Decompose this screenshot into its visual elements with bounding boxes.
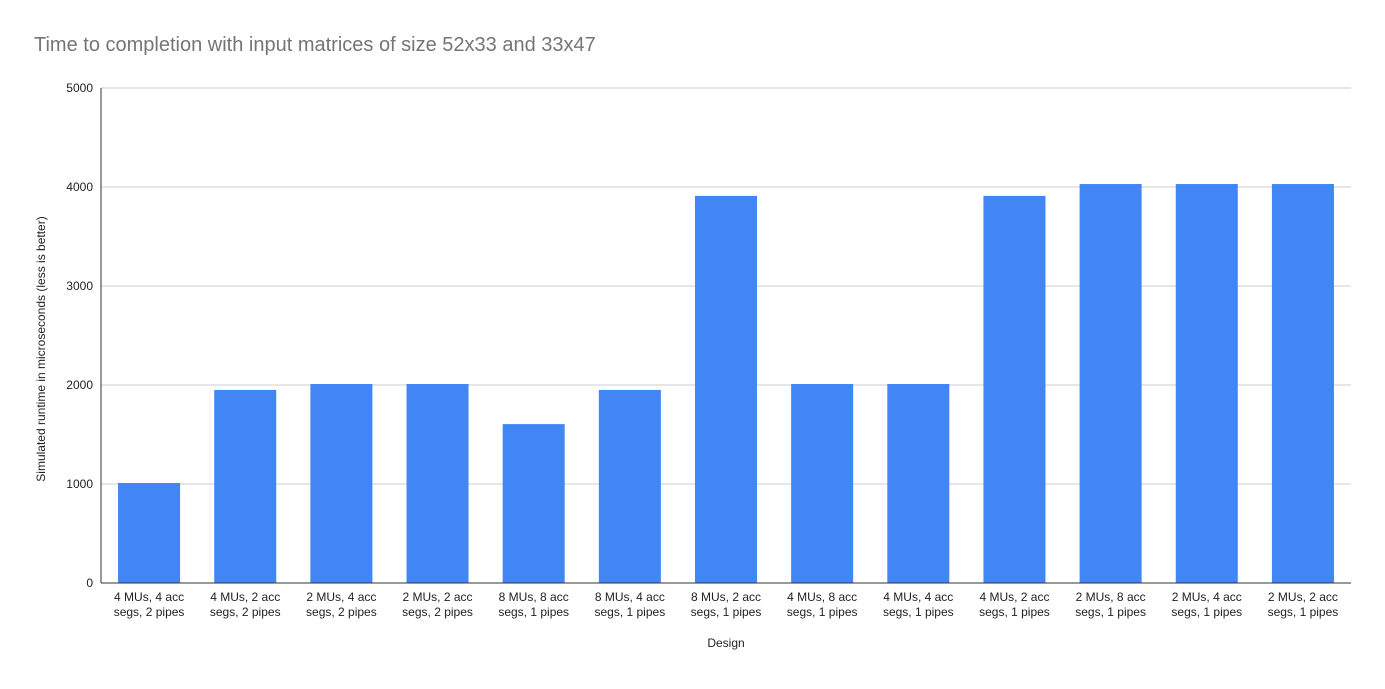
x-tick-label: 2 MUs, 2 acc	[403, 590, 473, 604]
y-tick-label: 3000	[66, 279, 93, 293]
x-tick-label: segs, 1 pipes	[787, 605, 858, 619]
y-tick-label: 4000	[66, 180, 93, 194]
x-tick-label: 2 MUs, 4 acc	[1172, 590, 1242, 604]
bar-12	[1175, 184, 1238, 583]
bar-4	[406, 384, 469, 583]
x-tick-label: 8 MUs, 2 acc	[691, 590, 761, 604]
x-tick-label: segs, 2 pipes	[114, 605, 185, 619]
bar-5	[502, 424, 565, 583]
axes	[100, 88, 1351, 584]
x-tick-label: segs, 2 pipes	[402, 605, 473, 619]
x-tick-label: segs, 2 pipes	[210, 605, 281, 619]
x-axis-title: Design	[707, 636, 744, 650]
x-tick-label: segs, 1 pipes	[883, 605, 954, 619]
x-tick-label: 4 MUs, 4 acc	[114, 590, 184, 604]
y-tick-label: 0	[86, 576, 93, 590]
x-tick-label: segs, 1 pipes	[1171, 605, 1242, 619]
bar-13	[1271, 184, 1334, 583]
x-tick-label: 4 MUs, 2 acc	[210, 590, 280, 604]
y-tick-labels: 0 1000 2000 3000 4000 5000	[66, 81, 93, 590]
bar-9	[887, 384, 950, 583]
bar-1	[118, 483, 181, 583]
bar-8	[791, 384, 854, 583]
bar-11	[1079, 184, 1142, 583]
x-tick-label: segs, 2 pipes	[306, 605, 377, 619]
bar-3	[310, 384, 373, 583]
x-tick-label: 8 MUs, 4 acc	[595, 590, 665, 604]
x-tick-label: segs, 1 pipes	[1268, 605, 1339, 619]
bar-10	[983, 195, 1046, 583]
y-tick-label: 1000	[66, 477, 93, 491]
x-tick-label: 2 MUs, 8 acc	[1076, 590, 1146, 604]
bar-6	[598, 389, 661, 583]
y-tick-label: 2000	[66, 378, 93, 392]
x-tick-label: 4 MUs, 4 acc	[883, 590, 953, 604]
x-tick-label: segs, 1 pipes	[979, 605, 1050, 619]
x-tick-label: 2 MUs, 4 acc	[306, 590, 376, 604]
chart-title: Time to completion with input matrices o…	[34, 34, 596, 56]
x-tick-label: segs, 1 pipes	[691, 605, 762, 619]
x-tick-label: 4 MUs, 2 acc	[979, 590, 1049, 604]
bars	[118, 184, 1334, 583]
x-tick-label: segs, 1 pipes	[498, 605, 569, 619]
x-tick-label: 8 MUs, 8 acc	[499, 590, 569, 604]
x-tick-label: 2 MUs, 2 acc	[1268, 590, 1338, 604]
bar-2	[214, 389, 277, 583]
y-tick-label: 5000	[66, 81, 93, 95]
y-axis-title: Simulated runtime in microseconds (less …	[34, 216, 48, 481]
bar-7	[694, 195, 758, 583]
x-tick-label: segs, 1 pipes	[594, 605, 665, 619]
x-tick-label: segs, 1 pipes	[1075, 605, 1146, 619]
x-tick-label: 4 MUs, 8 acc	[787, 590, 857, 604]
